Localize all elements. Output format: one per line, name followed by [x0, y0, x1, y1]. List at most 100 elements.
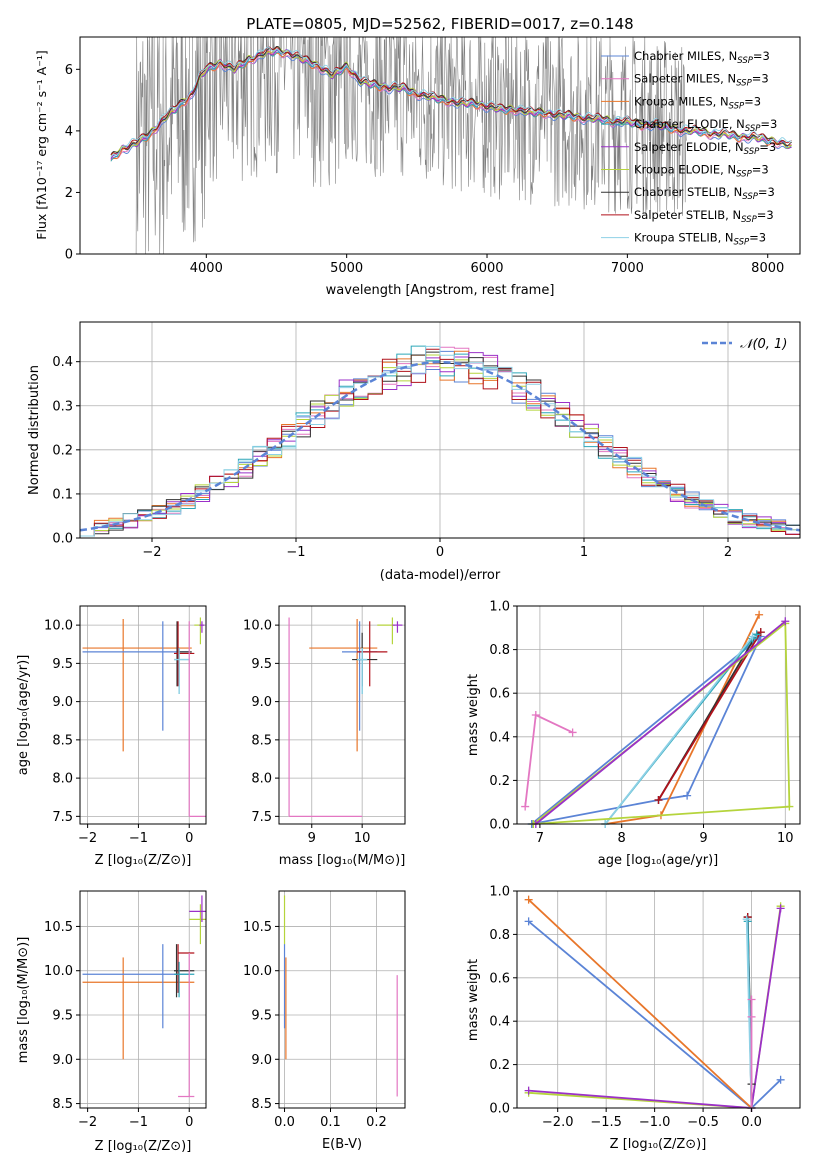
age-weight-series-point [748, 632, 757, 641]
spectrum-model-salpeter-miles [110, 50, 792, 160]
residuals-hist-kroupa-stelib [80, 345, 800, 537]
spectrum-panel: 4000 5000 6000 7000 8000 0 2 4 6 Chabrier MILES,… [34, 35, 801, 298]
Z-age-xtick-label: −1 [129, 831, 148, 846]
spectrum-ticks: 4000 5000 6000 7000 8000 0 2 4 6 [65, 63, 785, 276]
age-weight-ytick-label: 0.0 [489, 818, 510, 833]
spectrum-legend-label: Salpeter ELODIE, NSSP=3 [634, 140, 776, 157]
mass-age-ytick-label: 9.0 [251, 695, 272, 710]
residuals-ytick-label: 0.1 [52, 487, 73, 502]
ebv-mass-marks [283, 895, 398, 1097]
Z-weight-series-point [524, 917, 533, 926]
mass-age-xtick-label: 9 [308, 831, 316, 846]
residuals-legend-label: 𝒩(0, 1) [740, 337, 787, 352]
z-mass-panel: −2 −1 0 8.5 9.0 9.5 10.0 10.5 Z [log₁₀(Z/Z⊙)] m… [16, 890, 207, 1154]
age-weight-xtick-label: 7 [536, 831, 544, 846]
age-weight-xlabel: age [log₁₀(age/yr)] [598, 853, 719, 868]
Z-weight-xtick-label: −2.0 [542, 1115, 574, 1130]
age-weight-series-point [785, 802, 794, 811]
z-weight-panel: −2.0 −1.5 −1.0 −0.5 0.0 0.0 0.2 0.4 0.6 0.8 1.0 Z … [466, 885, 801, 1152]
mass-age-axes-frame [278, 605, 406, 825]
spectrum-xtick-label: 6000 [470, 261, 503, 276]
spectrum-model-salpeter-stelib [110, 46, 792, 156]
age-weight-series-line [657, 631, 762, 801]
spectrum-xtick-label: 5000 [330, 261, 363, 276]
spectrum-marks [110, 35, 792, 255]
residuals-marks [79, 345, 801, 537]
age-weight-series-point [521, 802, 530, 811]
residuals-ticks: −2 −1 0 1 2 0.0 0.1 0.2 0.3 0.4 [52, 355, 732, 560]
residuals-ytick-label: 0.2 [52, 443, 73, 458]
ebv-mass-axes-frame [278, 890, 406, 1109]
Z-weight-series-point [776, 1075, 785, 1084]
z-mass-axes-frame [79, 890, 207, 1109]
Z-weight-ytick-label: 0.4 [489, 1015, 510, 1030]
Z-weight-xtick-label: −0.5 [687, 1115, 719, 1130]
spectrum-legend-label: Kroupa MILES, NSSP=3 [634, 94, 761, 111]
age-weight-series-point [654, 796, 663, 805]
spectrum-ylabel: Flux [fλ10⁻¹⁷ erg cm⁻² s⁻¹ A⁻¹] [34, 50, 49, 239]
Z-weight-xtick-label: −1.5 [590, 1115, 622, 1130]
age-weight-series-line [524, 713, 573, 807]
z-age-axes-frame [79, 605, 207, 825]
mass-age-grid [279, 606, 405, 824]
spectrum-model-kroupa-stelib [110, 46, 792, 157]
z-age-grid [80, 606, 206, 824]
Z-weight-ytick-label: 1.0 [489, 885, 510, 900]
z-weight-grid [517, 890, 800, 1109]
mass-age-ytick-label: 8.5 [251, 733, 272, 748]
spectrum-xtick-label: 7000 [611, 261, 644, 276]
mass-age-ytick-label: 7.5 [251, 810, 272, 825]
z-weight-axes-frame [516, 890, 801, 1109]
spectrum-ytick-label: 2 [65, 186, 73, 201]
z-mass-xlabel: Z [log₁₀(Z/Z⊙)] [95, 1139, 192, 1154]
mass-age-ytick-label: 8.0 [251, 772, 272, 787]
z-age-marks [82, 617, 206, 817]
age-weight-axes-frame [516, 605, 801, 825]
z-weight-ticks: −2.0 −1.5 −1.0 −0.5 0.0 0.0 0.2 0.4 0.6 0.8 1.0 [489, 885, 762, 1131]
z-weight-ylabel: mass weight [466, 959, 481, 1041]
Z-age-ytick-label: 10.0 [44, 619, 73, 634]
spectrum-axes-frame [79, 36, 801, 255]
age-weight-series-line [605, 614, 760, 825]
Z-mass-ytick-label: 10.0 [44, 964, 73, 979]
residuals-xtick-label: 2 [724, 545, 732, 560]
z-mass-grid [80, 891, 206, 1108]
Z-mass-ytick-label: 9.5 [52, 1009, 73, 1024]
age-weight-ytick-label: 0.8 [489, 643, 510, 658]
age-weight-series-point [755, 610, 764, 619]
ebv-mass-xlabel: E(B-V) [322, 1137, 362, 1152]
age-weight-series-line [604, 635, 754, 825]
Z-weight-xtick-label: −1.0 [639, 1115, 671, 1130]
age-weight-series-point [531, 711, 540, 719]
mass-age-panel: 9 10 7.5 8.0 8.5 9.0 9.5 10.0 mass [log₁₀(M/M⊙)… [243, 605, 406, 868]
residuals-ytick-label: 0.4 [52, 355, 73, 370]
ebv-mass-ytick-label: 10.5 [243, 920, 272, 935]
z-mass-ticks: −2 −1 0 8.5 9.0 9.5 10.0 10.5 [44, 920, 193, 1130]
Z-age-xtick-label: 0 [185, 831, 193, 846]
age-weight-ytick-label: 0.6 [489, 687, 510, 702]
Z-mass-xtick-label: −2 [78, 1115, 97, 1130]
Z-age-ytick-label: 9.5 [52, 657, 73, 672]
age-weight-series-point [756, 628, 765, 637]
age-weight-series-line [535, 620, 786, 825]
ebv-mass-grid [279, 891, 405, 1108]
Z-age-ytick-label: 8.0 [52, 772, 73, 787]
spectrum-legend-label: Chabrier ELODIE, NSSP=3 [634, 117, 777, 134]
residuals-normal-curve [79, 360, 801, 532]
age-weight-panel: 7 8 9 10 0.0 0.2 0.4 0.6 0.8 1.0 age [log₁₀(age/y… [466, 600, 801, 868]
Z-weight-series-point [747, 995, 756, 1004]
spectrum-xlabel: wavelength [Angstrom, rest frame] [326, 283, 555, 298]
age-weight-ytick-label: 1.0 [489, 600, 510, 615]
age-weight-ytick-label: 0.4 [489, 730, 510, 745]
residuals-ytick-label: 0.3 [52, 399, 73, 414]
ebv-mass-panel: 0.0 0.1 0.2 8.5 9.0 9.5 10.0 10.5 E(B-V) [243, 890, 406, 1152]
residuals-xlabel: (data-model)/error [380, 568, 501, 583]
spectrum-model-chabrier-miles [110, 49, 792, 159]
age-weight-ytick-label: 0.2 [489, 774, 510, 789]
age-weight-ylabel: mass weight [466, 674, 481, 756]
age-weight-series-point [568, 728, 577, 737]
spectrum-legend-label: Kroupa ELODIE, NSSP=3 [634, 163, 769, 180]
Z-weight-series-point [524, 895, 533, 904]
Z-age-ytick-label: 7.5 [52, 810, 73, 825]
